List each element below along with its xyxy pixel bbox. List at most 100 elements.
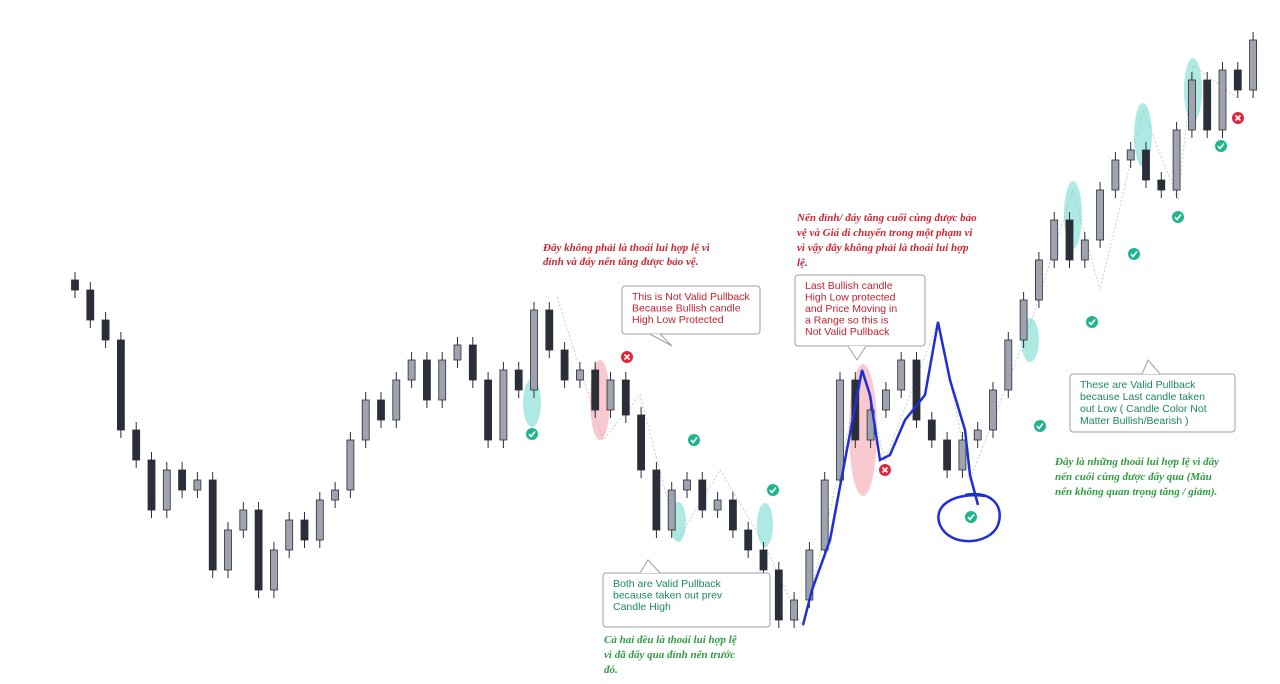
candle-body (239, 509, 248, 531)
candle-body (637, 414, 645, 471)
candle-body (1233, 69, 1242, 91)
annotation-text: This is Not Valid Pullback (632, 291, 750, 303)
annotations: Đây không phải là thoái lui hợp lệ vì đỉn… (542, 212, 1236, 676)
candle-body (101, 319, 110, 341)
candle-body (1035, 259, 1043, 301)
candle-body (1111, 159, 1120, 191)
candle-body (1157, 179, 1166, 191)
candle-body (576, 369, 584, 381)
candle-body (208, 479, 217, 571)
annotation-text: Last Bullish candle (805, 280, 893, 292)
candle-body (1188, 79, 1196, 131)
candle-body (361, 399, 370, 441)
callout-box (602, 572, 771, 628)
annotation-text: vì đã đẩy qua đỉnh nến trước (604, 649, 735, 661)
candle-body (897, 359, 906, 391)
candle-body (882, 389, 890, 411)
check-icon (690, 437, 698, 444)
check-icon (1217, 143, 1225, 150)
check-icon (769, 487, 777, 494)
annotation-text: a Range so this is (805, 315, 888, 327)
candle-body (713, 499, 722, 511)
candle-body (1065, 219, 1074, 261)
candle-body (377, 399, 385, 421)
annotation-text: lệ. (797, 257, 808, 269)
annotation-text: nến không quan trọng tăng / giảm). (1055, 486, 1217, 498)
annotation: Cả hai đều là thoái lui hợp lệ vì đã đẩy … (604, 634, 737, 676)
candle-body (453, 344, 462, 361)
annotation-text: nến cuối cùng được đẩy qua (Màu (1055, 471, 1212, 483)
callout-tail (639, 559, 661, 574)
candle-body (820, 479, 829, 551)
annotation-text: Cả hai đều là thoái lui hợp lệ (604, 634, 737, 646)
candle-body (132, 429, 141, 461)
annotation-text: Đây không phải là thoái lui hợp lệ vì (542, 242, 710, 254)
annotation-text: đó. (604, 664, 618, 676)
candle-body (438, 359, 447, 401)
check-icon (967, 514, 975, 521)
callout-tail (847, 345, 867, 361)
annotation-text: Candle High (613, 601, 671, 613)
candle-body (514, 369, 523, 391)
candle-body (285, 519, 294, 551)
candle-body (468, 344, 477, 381)
candle-body (224, 529, 232, 571)
annotation-text: because taken out prev (613, 590, 723, 602)
candle-body (1080, 239, 1089, 261)
callout-tail (1141, 359, 1161, 375)
check-icon (1174, 214, 1182, 221)
candle-body (331, 489, 340, 501)
markers (526, 112, 1244, 523)
candle-body (912, 359, 921, 421)
hand-drawn-line (801, 321, 980, 626)
candle-body (759, 549, 768, 571)
candle-body (484, 379, 493, 441)
candle-body (989, 389, 997, 431)
candle-body (1019, 299, 1028, 341)
candle-body (1218, 69, 1227, 131)
candle-body (1096, 189, 1104, 241)
candle-body (499, 369, 508, 441)
candle-body (422, 359, 431, 401)
candle-body (300, 519, 309, 541)
annotation: Đây là những thoái lui hợp lệ vì đây nến … (1054, 456, 1219, 498)
candle-body (147, 459, 156, 511)
candle-body (958, 439, 967, 471)
candle-body (407, 359, 416, 381)
candle-body (178, 469, 187, 491)
annotation-text: vì vậy đây không phải là thoái lui hợp (797, 242, 969, 254)
candle-body (774, 569, 783, 621)
candle-body (392, 379, 401, 421)
candle-body (530, 309, 538, 391)
cross-icon (1234, 114, 1242, 122)
callout-tail (649, 333, 673, 347)
callout-box (621, 285, 761, 335)
annotation-text: out Low ( Candle Color Not (1080, 403, 1207, 415)
candle-body (698, 479, 707, 511)
annotation-text: Because Bullish candle (632, 303, 741, 315)
annotation-text: Both are Valid Pullback (613, 578, 722, 590)
annotation-text: High Low Protected (632, 314, 724, 326)
candle-body (1050, 219, 1059, 261)
candle-body (162, 469, 171, 511)
annotation-text: Đây là những thoái lui hợp lệ vì đây (1054, 456, 1219, 468)
annotation-text: Nến đỉnh/ đáy tăng cuối cùng được bảo (796, 212, 977, 224)
candle-body (606, 379, 615, 411)
candle-body (667, 489, 676, 531)
candle-body (1249, 39, 1257, 91)
candle-body (729, 499, 737, 531)
candle-body (346, 439, 355, 491)
candle-body (545, 309, 554, 351)
candle-body (315, 499, 324, 541)
candle-body (1004, 339, 1013, 391)
candle-body (652, 469, 661, 531)
candle-body (86, 289, 95, 321)
check-icon (1088, 319, 1096, 326)
candle-body (560, 349, 569, 381)
candle-body (1126, 149, 1135, 161)
candle-body (193, 479, 202, 491)
candle-body (683, 479, 691, 491)
